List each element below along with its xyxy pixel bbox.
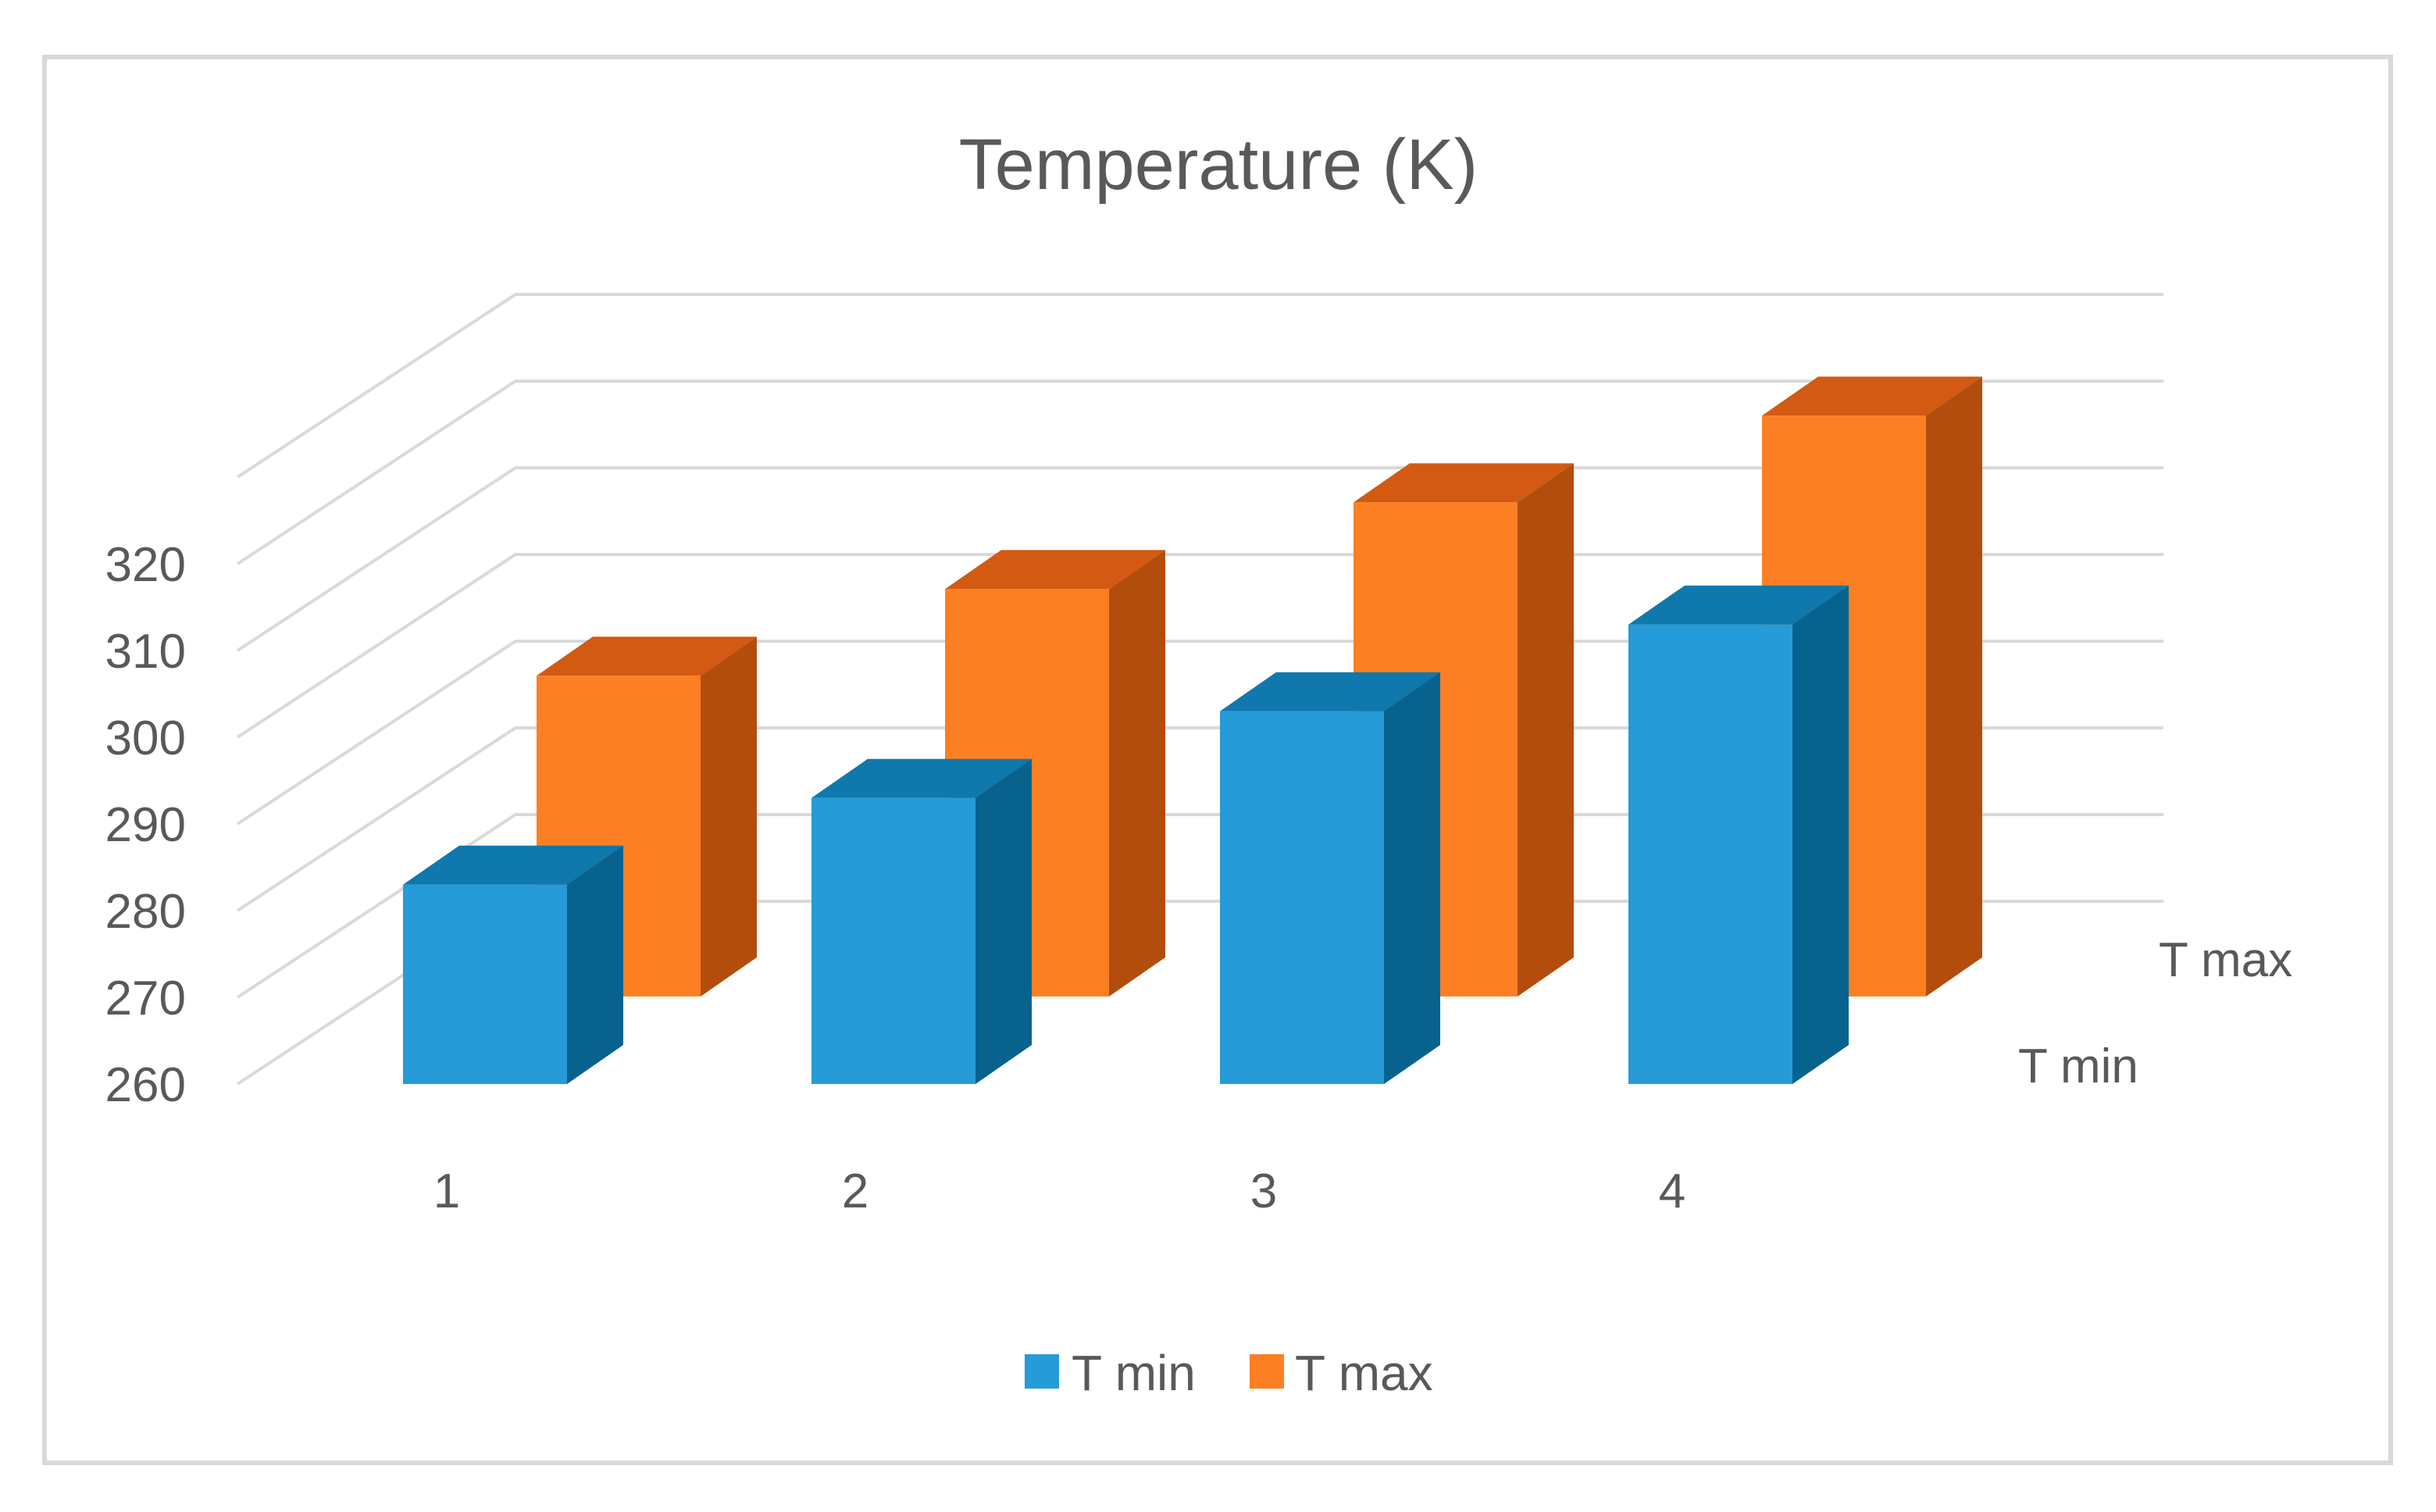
x-tick-label: 1 — [433, 1164, 460, 1218]
bar-top-face — [945, 550, 1165, 590]
y-tick-label: 280 — [105, 885, 186, 939]
bars — [403, 376, 1982, 1084]
legend-swatch-tmin — [1025, 1354, 1059, 1389]
gridline — [236, 466, 2163, 652]
depth-axis-label: T min — [2018, 1040, 2138, 1093]
bar-top-face — [811, 758, 1032, 798]
y-tick-label: 310 — [105, 625, 186, 679]
bar-front-face — [1220, 711, 1384, 1084]
bar-front-face — [811, 797, 975, 1084]
gridline — [236, 293, 2163, 479]
x-tick-label: 2 — [842, 1164, 868, 1218]
y-tick-label: 300 — [105, 711, 186, 765]
bar-front-face — [403, 884, 567, 1084]
bar-side-face — [1926, 376, 1982, 997]
bar-side-face — [1518, 463, 1574, 997]
legend-label-tmin: T min — [1072, 1345, 1196, 1401]
x-tick-label: 3 — [1250, 1164, 1277, 1218]
gridline — [236, 380, 2163, 565]
bar-top-face — [1354, 463, 1574, 503]
y-tick-label: 320 — [105, 538, 186, 592]
bar-top-face — [1762, 376, 1982, 416]
bar-side-face — [975, 758, 1032, 1084]
legend-label-tmax: T max — [1295, 1345, 1433, 1401]
depth-axis-label: T max — [2159, 933, 2292, 987]
bar-side-face — [567, 845, 623, 1084]
chart-title: Temperature (K) — [959, 125, 1478, 205]
y-tick-label: 270 — [105, 972, 186, 1025]
bar-top-face — [403, 845, 623, 885]
y-tick-label: 290 — [105, 798, 186, 852]
bar-side-face — [1109, 550, 1165, 997]
bar-top-face — [537, 637, 757, 676]
axis-labels: 260 270 280 290 300 310 320 1 2 3 4 T max T min — [105, 538, 2293, 1218]
chart-frame — [42, 55, 2393, 1465]
bar-top-face — [1628, 585, 1849, 625]
bar-side-face — [1384, 672, 1440, 1084]
legend: T min T max — [1025, 1345, 1433, 1401]
legend-swatch-tmax — [1250, 1354, 1284, 1389]
gridline — [236, 813, 2163, 999]
bar-tmin-3 — [1220, 672, 1440, 1084]
gridlines — [236, 293, 2163, 1086]
gridline — [236, 726, 2163, 912]
bar-side-face — [1792, 585, 1849, 1084]
bar-side-face — [701, 637, 757, 997]
bar-top-face — [1220, 672, 1440, 711]
bar-tmin-2 — [811, 758, 1032, 1084]
x-tick-label: 4 — [1659, 1164, 1685, 1218]
y-tick-label: 260 — [105, 1058, 186, 1112]
bar-tmin-4 — [1628, 585, 1849, 1084]
gridline — [236, 553, 2163, 739]
bar-front-face — [1628, 624, 1792, 1084]
gridline — [236, 640, 2163, 826]
bar-tmin-1 — [403, 845, 623, 1084]
